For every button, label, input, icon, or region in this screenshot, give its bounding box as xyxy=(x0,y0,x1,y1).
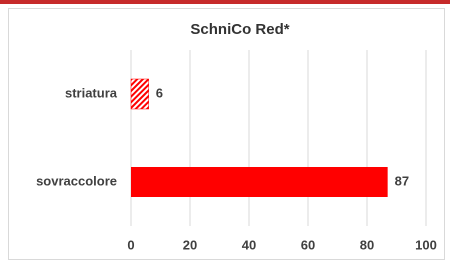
y-tick-label: sovraccolore xyxy=(36,173,117,188)
y-tick-label: striatura xyxy=(65,85,118,100)
data-label: 87 xyxy=(395,173,409,188)
chart: SchniCo Red* 0 20 40 60 80 100 striatura 6 sovra… xyxy=(0,0,450,268)
bar xyxy=(131,167,388,197)
header-strip xyxy=(0,0,450,4)
x-tick-label: 40 xyxy=(242,237,256,252)
x-tick-label: 60 xyxy=(301,237,315,252)
chart-title: SchniCo Red* xyxy=(190,21,289,38)
x-tick-label: 20 xyxy=(183,237,197,252)
x-tick-label: 0 xyxy=(127,237,134,252)
bar xyxy=(131,79,149,109)
x-tick-label: 80 xyxy=(360,237,374,252)
chart-frame xyxy=(9,9,445,260)
data-label: 6 xyxy=(156,85,163,100)
x-tick-label: 100 xyxy=(415,237,437,252)
